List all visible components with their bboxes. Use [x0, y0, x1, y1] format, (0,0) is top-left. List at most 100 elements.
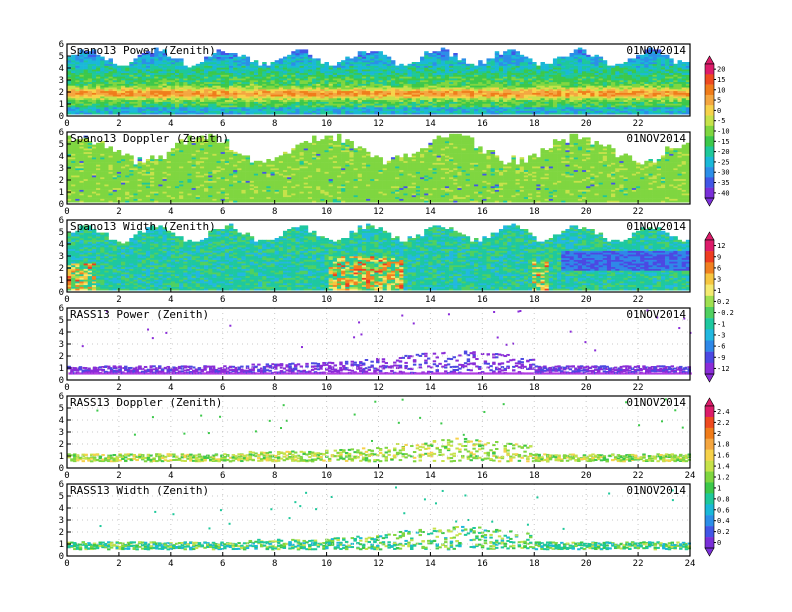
heatmap-cell — [494, 83, 500, 86]
heatmap-cell — [349, 103, 354, 106]
heatmap-cell — [125, 94, 130, 97]
heatmap-cell — [665, 62, 670, 65]
heatmap-cell — [266, 78, 271, 81]
heatmap-cell — [341, 60, 346, 63]
heatmap-cell — [162, 112, 167, 115]
heatmap-cell — [606, 103, 612, 106]
heatmap-cell — [569, 69, 574, 72]
heatmap-cell — [262, 69, 267, 72]
heatmap-cell — [636, 110, 641, 113]
heatmap-cell — [523, 108, 529, 111]
heatmap-cell — [320, 105, 325, 108]
heatmap-cell — [623, 72, 628, 75]
heatmap-cell — [382, 94, 388, 97]
heatmap-cell — [523, 101, 529, 104]
heatmap-cell — [96, 80, 101, 83]
heatmap-cell — [249, 67, 255, 70]
heatmap-cell — [594, 112, 599, 115]
heatmap-cell — [96, 71, 101, 74]
heatmap-cell — [71, 153, 76, 156]
heatmap-cell — [79, 67, 84, 70]
heatmap-cell — [569, 58, 574, 61]
heatmap-cell — [544, 99, 550, 102]
heatmap-cell — [519, 92, 525, 95]
heatmap-cell — [145, 78, 151, 81]
heatmap-cell — [208, 65, 213, 68]
heatmap-cell — [540, 62, 545, 65]
heatmap-cell — [162, 49, 167, 52]
heatmap-cell — [374, 58, 379, 61]
heatmap-cell — [83, 196, 89, 199]
heatmap-cell — [233, 67, 238, 70]
heatmap-cell — [577, 103, 583, 106]
heatmap-cell — [224, 94, 230, 97]
heatmap-cell — [295, 96, 300, 99]
heatmap-cell — [228, 80, 234, 83]
heatmap-cell — [345, 76, 350, 79]
heatmap-cell — [266, 83, 271, 86]
heatmap-cell — [249, 69, 255, 72]
heatmap-cell — [174, 85, 180, 88]
heatmap-cell — [141, 74, 147, 77]
heatmap-cell — [403, 74, 408, 77]
heatmap-cell — [453, 96, 458, 99]
heatmap-cell — [216, 54, 221, 57]
heatmap-cell — [544, 98, 550, 101]
heatmap-cell — [673, 81, 678, 84]
heatmap-cell — [174, 72, 180, 75]
heatmap-cell — [669, 92, 674, 95]
heatmap-cell — [395, 76, 400, 79]
heatmap-cell — [515, 92, 521, 95]
heatmap-cell — [507, 76, 512, 79]
heatmap-cell — [237, 81, 242, 84]
heatmap-cell — [274, 81, 280, 84]
heatmap-cell — [669, 72, 674, 75]
heatmap-cell — [669, 94, 674, 97]
heatmap-cell — [220, 76, 226, 79]
heatmap-cell — [287, 107, 292, 110]
heatmap-cell — [258, 72, 263, 75]
heatmap-cell — [291, 76, 296, 79]
heatmap-cell — [544, 110, 550, 113]
heatmap-cell — [141, 72, 147, 75]
heatmap-cell — [436, 108, 442, 111]
heatmap-cell — [83, 72, 89, 75]
heatmap-cell — [341, 92, 346, 95]
heatmap-cell — [116, 87, 122, 90]
heatmap-cell — [411, 94, 417, 97]
heatmap-cell — [386, 101, 392, 104]
heatmap-cell — [262, 98, 267, 101]
heatmap-cell — [166, 92, 172, 95]
heatmap-cell — [295, 101, 300, 104]
heatmap-cell — [145, 99, 151, 102]
heatmap-cell — [67, 85, 72, 88]
heatmap-cell — [656, 112, 662, 115]
heatmap-cell — [457, 101, 462, 104]
heatmap-cell — [208, 105, 213, 108]
heatmap-cell — [519, 94, 525, 97]
heatmap-cell — [432, 58, 437, 61]
heatmap-cell — [212, 112, 217, 115]
heatmap-cell — [179, 105, 184, 108]
heatmap-cell — [382, 62, 388, 65]
heatmap-cell — [83, 90, 89, 93]
heatmap-cell — [465, 63, 471, 66]
heatmap-cell — [548, 107, 554, 110]
heatmap-cell — [245, 90, 251, 93]
heatmap-cell — [582, 51, 587, 54]
heatmap-cell — [636, 60, 641, 63]
heatmap-cell — [619, 108, 624, 111]
heatmap-cell — [274, 83, 280, 86]
heatmap-cell — [91, 69, 97, 72]
heatmap-cell — [627, 85, 633, 88]
heatmap-cell — [478, 81, 483, 84]
heatmap-cell — [528, 63, 533, 66]
heatmap-cell — [258, 98, 263, 101]
heatmap-cell — [96, 112, 101, 115]
heatmap-cell — [212, 65, 217, 68]
heatmap-cell — [444, 65, 450, 68]
heatmap-cell — [349, 69, 354, 72]
heatmap-cell — [96, 76, 101, 79]
heatmap-cell — [336, 76, 342, 79]
heatmap-cell — [465, 107, 471, 110]
